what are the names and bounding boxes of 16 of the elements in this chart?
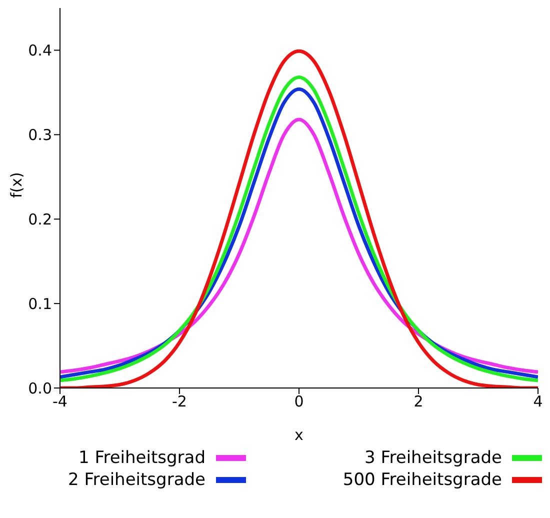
legend-label: 2 Freiheitsgrade bbox=[68, 470, 206, 490]
y-tick-label: 0.2 bbox=[28, 210, 52, 228]
y-tick-label: 0.3 bbox=[28, 126, 52, 144]
legend-label: 3 Freiheitsgrade bbox=[364, 448, 502, 468]
y-tick-label: 0.1 bbox=[28, 294, 52, 313]
y-tick-label: 0.0 bbox=[28, 379, 52, 398]
x-tick-label: 4 bbox=[533, 392, 543, 411]
legend-label: 1 Freiheitsgrad bbox=[78, 448, 206, 468]
x-tick-label: -4 bbox=[52, 392, 68, 411]
y-tick-label: 0.4 bbox=[28, 42, 52, 60]
y-axis-title: f(x) bbox=[7, 172, 26, 198]
legend-label: 500 Freiheitsgrade bbox=[342, 470, 502, 490]
x-axis-title: x bbox=[294, 426, 304, 444]
x-tick-label: 2 bbox=[414, 392, 424, 411]
x-tick-label: 0 bbox=[294, 392, 304, 411]
x-tick-label: -2 bbox=[172, 392, 187, 411]
